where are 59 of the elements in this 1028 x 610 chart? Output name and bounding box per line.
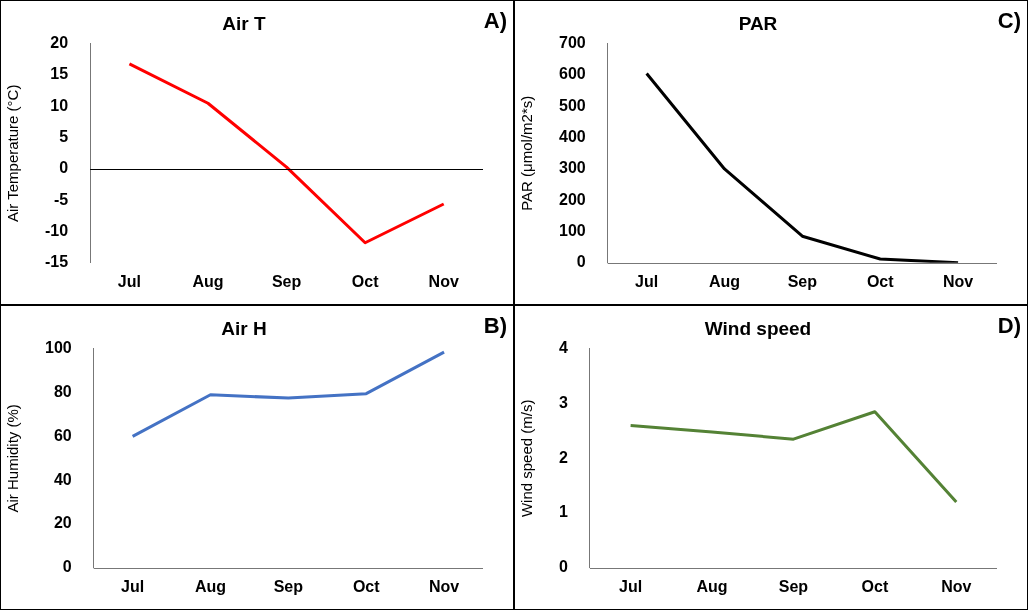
x-tick-label: Sep	[787, 272, 818, 290]
text: C)	[997, 8, 1021, 34]
x-tick-label: Sep	[778, 577, 809, 595]
y-tick-label: 10	[50, 96, 69, 114]
y-axis-title: Air Humidity (%)	[4, 404, 22, 513]
y-axis-title: PAR (μmol/m2*s)	[518, 95, 536, 211]
y-tick-label: 300	[558, 159, 586, 177]
y-tick-label: 4	[558, 339, 568, 357]
chart-title: Air T	[222, 12, 267, 34]
y-tick-label: 0	[558, 558, 568, 576]
y-tick-label: 2	[558, 448, 568, 466]
x-tick-label: Sep	[273, 577, 304, 595]
y-tick-label: 600	[558, 65, 586, 83]
chart-title: Air H	[221, 317, 267, 339]
y-axis-title: Air Temperature (°C)	[4, 84, 22, 223]
y-tick-label: 1	[558, 503, 568, 521]
x-tick-label: Nov	[428, 577, 460, 595]
y-tick-label: 15	[50, 65, 69, 83]
chart-title: PAR	[738, 12, 778, 34]
x-tick-label: Aug	[194, 577, 227, 595]
y-tick-label: 0	[62, 558, 72, 576]
text: D)	[997, 313, 1021, 339]
x-tick-label: Oct	[861, 577, 889, 595]
x-tick-label: Oct	[351, 272, 380, 290]
y-tick-label: 20	[50, 34, 69, 52]
x-tick-label: Jul	[619, 577, 643, 595]
x-tick-label: Nov	[941, 577, 972, 595]
x-tick-label: Sep	[271, 272, 302, 290]
y-tick-label: 500	[558, 96, 586, 114]
x-tick-label: Oct	[352, 577, 381, 595]
y-tick-label: 0	[576, 253, 586, 271]
x-tick-label: Jul	[635, 272, 659, 290]
y-tick-label: 40	[53, 470, 72, 488]
x-tick-label: Oct	[866, 272, 895, 290]
y-tick-label: 5	[59, 128, 69, 146]
text: B)	[483, 313, 507, 339]
y-tick-label: 400	[558, 128, 586, 146]
y-tick-label: 20	[53, 514, 72, 532]
x-tick-label: Aug	[192, 272, 224, 290]
x-tick-label: Nov	[428, 272, 459, 290]
y-tick-label: 700	[558, 34, 586, 52]
y-tick-label: 0	[59, 159, 69, 177]
x-tick-label: Nov	[942, 272, 974, 290]
y-tick-label: 200	[558, 190, 586, 208]
x-tick-label: Jul	[117, 272, 141, 290]
x-tick-label: Aug	[708, 272, 741, 290]
y-tick-label: 100	[558, 221, 586, 239]
y-axis-title: Wind speed (m/s)	[518, 399, 536, 518]
x-tick-label: Aug	[696, 577, 728, 595]
y-tick-label: 3	[558, 393, 568, 411]
y-tick-label: -10	[45, 221, 69, 239]
chart-title: Wind speed	[704, 317, 812, 339]
y-tick-label: 100	[44, 339, 72, 357]
y-tick-label: 60	[53, 426, 72, 444]
y-tick-label: -5	[53, 190, 69, 208]
y-tick-label: -15	[45, 253, 69, 271]
text: A)	[483, 8, 507, 34]
y-tick-label: 80	[53, 383, 72, 401]
x-tick-label: Jul	[121, 577, 145, 595]
